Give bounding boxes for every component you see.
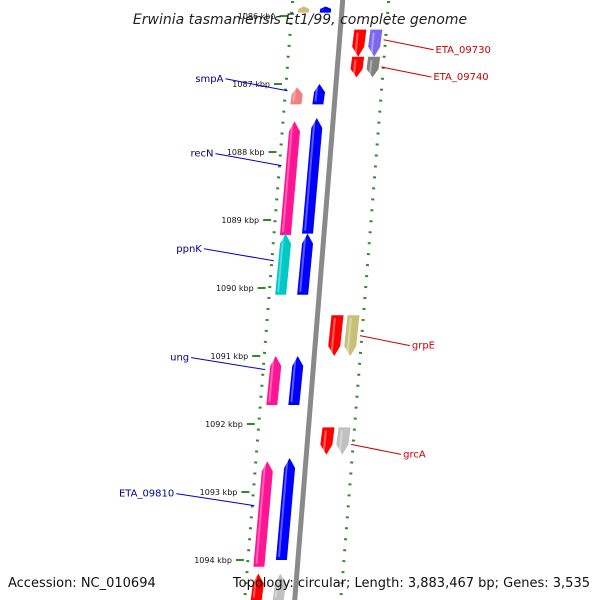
gene-label-right-2: grpE [412, 341, 435, 352]
label-leader-right-2 [359, 335, 410, 347]
label-leader-left-1 [215, 153, 282, 167]
gene-forward-4 [266, 356, 282, 405]
tick-label-6: 1092 kbp [205, 420, 243, 429]
genome-summary-text: Topology: circular; Length: 3,883,467 bp… [232, 576, 590, 591]
gene-forward-3-shine [277, 236, 285, 292]
gene-forward-b-2-shine [304, 120, 316, 231]
label-leader-left-4 [176, 493, 255, 507]
gene-reverse-b-1 [366, 56, 381, 78]
gene-reverse-1-shine [352, 59, 357, 75]
gene-forward-b-5-shine [278, 460, 289, 558]
gene-forward-5 [253, 461, 273, 567]
gene-reverse-b-3-shine [338, 430, 343, 452]
gene-forward-b-3 [297, 233, 314, 295]
gene-forward-2-shine [282, 124, 294, 233]
gene-reverse-2 [328, 315, 344, 356]
gene-forward-6 [250, 573, 264, 600]
gene-forward-3 [275, 233, 292, 295]
gene-labels-layer: smpA recN ppnK ung ETA_09810 ETA_09730 ETA_097… [119, 39, 491, 507]
gene-forward-2 [279, 121, 301, 235]
gene-forward-b-5 [275, 458, 296, 560]
gene-reverse-2-shine [330, 318, 336, 354]
gene-forward-b-4-shine [290, 358, 297, 403]
tick-label-1: 1087 kbp [232, 80, 270, 89]
gene-forward-b-1-shine [314, 86, 319, 102]
gene-reverse-b-2-shine [346, 318, 352, 354]
label-leader-right-3 [351, 443, 402, 455]
map-title: Erwinia tasmaniensis Et1/99, complete ge… [133, 12, 467, 28]
gene-forward-b-6-shine [274, 576, 279, 598]
gene-reverse-b-3 [336, 427, 351, 455]
label-leader-right-1 [381, 66, 432, 78]
tick-label-0: 1086 kbp [238, 12, 276, 21]
label-leader-right-0 [383, 39, 434, 51]
tick-label-7: 1093 kbp [200, 488, 238, 497]
gene-forward-1 [290, 87, 303, 105]
gene-reverse-0 [352, 29, 367, 57]
label-leader-left-2 [203, 248, 274, 262]
gene-forward-6-shine [252, 576, 257, 598]
tick-label-2: 1088 kbp [227, 148, 265, 157]
gene-reverse-0-shine [354, 32, 359, 54]
gene-forward-1-shine [292, 90, 296, 102]
gene-reverse-b-1-shine [368, 59, 373, 75]
gene-label-left-4: ETA_09810 [119, 489, 174, 500]
gene-label-left-1: recN [190, 149, 213, 160]
gene-label-left-0: smpA [195, 74, 223, 85]
gene-forward-4-shine [268, 358, 275, 403]
label-leader-left-3 [191, 357, 266, 371]
scale-ticks-layer: 1086 kbp 1087 kbp 1088 kbp 1089 kbp 1090 kbp… [194, 12, 288, 565]
gene-reverse-3 [320, 427, 335, 455]
guide-line-left [243, 0, 295, 600]
gene-features-layer [250, 6, 383, 600]
gene-label-right-3: grcA [403, 449, 426, 460]
accession-text: Accession: NC_010694 [8, 576, 156, 591]
gene-forward-b-3-shine [299, 236, 307, 292]
gene-label-left-2: ppnK [176, 244, 202, 255]
gene-forward-b-6 [272, 573, 286, 600]
gene-reverse-1 [350, 56, 365, 78]
gene-reverse-b-0-shine [370, 32, 375, 54]
gene-forward-b-2 [302, 118, 323, 234]
tick-label-4: 1090 kbp [216, 284, 254, 293]
gene-forward-5-shine [255, 464, 266, 564]
gene-reverse-b-2 [344, 315, 360, 356]
gene-forward-b-0 [319, 6, 332, 13]
gene-label-right-0: ETA_09730 [436, 45, 491, 56]
gene-reverse-b-0 [368, 29, 383, 57]
gene-forward-0 [297, 6, 310, 13]
guide-line-right [339, 0, 391, 600]
backbone-line [292, 0, 346, 600]
label-leader-left-0 [225, 78, 288, 92]
gene-label-right-1: ETA_09740 [433, 72, 488, 83]
gene-forward-b-1 [312, 84, 325, 105]
gene-reverse-3-shine [322, 430, 327, 452]
guide-dots-layer [243, 0, 391, 600]
gene-label-left-3: ung [170, 353, 189, 364]
backbone-layer [292, 0, 346, 600]
tick-label-8: 1094 kbp [194, 556, 232, 565]
gene-forward-b-4 [288, 356, 304, 405]
tick-label-3: 1089 kbp [221, 216, 259, 225]
tick-label-5: 1091 kbp [211, 352, 249, 361]
